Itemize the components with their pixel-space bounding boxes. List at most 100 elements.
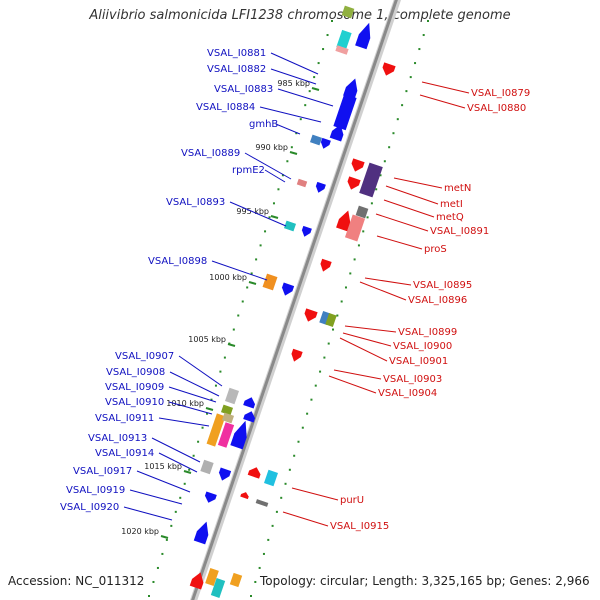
gene-arrow-blue	[315, 181, 326, 193]
gene-label-right: VSAL_I0896	[408, 295, 467, 306]
left-track-dot	[322, 48, 325, 51]
left-track-dot	[250, 272, 253, 275]
gene-label-left: rpmE2	[232, 165, 265, 176]
gene-arrow-blue	[243, 397, 256, 409]
left-track-dot	[304, 104, 307, 107]
left-track-dot	[188, 468, 191, 471]
left-track-dot	[161, 552, 164, 555]
kbp-tick-label: 1010 kbp	[166, 399, 204, 408]
gene-leader-line	[333, 369, 382, 380]
gene-label-right: VSAL_I0904	[378, 388, 437, 399]
right-track-dot	[340, 300, 343, 303]
right-track-dot	[375, 188, 378, 191]
gene-block-olive	[220, 404, 234, 416]
gene-block-gray	[255, 499, 269, 507]
gene-leader-line	[229, 201, 287, 227]
right-track-dot	[418, 48, 421, 51]
gene-label-left: gmhB	[249, 119, 278, 130]
gene-label-right: VSAL_I0915	[330, 521, 389, 532]
map-title: Aliivibrio salmonicida LFI1238 chromosom…	[89, 8, 511, 23]
accession-text: Accession: NC_011312	[8, 574, 145, 588]
right-track-dot	[392, 132, 395, 135]
gene-leader-line	[168, 401, 213, 415]
left-track-dot	[237, 314, 240, 317]
gene-leader-line	[359, 281, 407, 301]
right-track-dot	[293, 454, 296, 457]
right-track-dot	[323, 356, 326, 359]
gene-arrow-red	[247, 467, 261, 479]
right-track-dot	[267, 538, 270, 541]
gene-leader-line	[168, 386, 217, 403]
left-track-dot	[313, 76, 316, 79]
left-track-dot	[272, 202, 275, 205]
gene-block-blue	[333, 93, 357, 131]
right-track-dot	[297, 440, 300, 443]
gene-leader-line	[244, 152, 292, 180]
gene-block-orange	[262, 273, 278, 291]
gene-block-cyan	[210, 578, 226, 598]
gene-leader-line	[385, 185, 439, 205]
gene-arrow-blue	[320, 137, 331, 149]
right-track-dot	[280, 496, 283, 499]
gene-block-cyan	[264, 469, 278, 487]
gene-leader-line	[123, 506, 173, 521]
gene-leader-line	[158, 452, 198, 473]
right-track-dot	[275, 510, 278, 513]
gene-arrow-red	[291, 348, 303, 362]
right-track-dot	[422, 34, 425, 37]
gene-leader-line	[277, 88, 334, 107]
gene-leader-line	[158, 417, 210, 427]
gene-arrow-blue	[329, 124, 344, 142]
kbp-tick-label: 1020 kbp	[121, 527, 159, 536]
gene-label-left: VSAL_I0893	[166, 197, 225, 208]
left-track-dot	[174, 510, 177, 513]
gene-arrow-red	[320, 258, 332, 272]
left-track-dot	[264, 230, 267, 233]
gene-label-right: metI	[440, 199, 463, 210]
right-track-dot	[319, 370, 322, 373]
gene-label-right: VSAL_I0901	[389, 356, 448, 367]
gene-block-cyan	[336, 29, 352, 51]
right-track-dot	[427, 20, 429, 22]
right-track-dot	[310, 398, 313, 401]
gene-leader-line	[275, 123, 301, 135]
gene-leader-line	[151, 437, 201, 463]
gene-label-left: VSAL_I0914	[95, 448, 154, 459]
backbone-line	[191, 0, 398, 600]
left-track-dot	[290, 146, 293, 149]
kbp-tick-mark	[183, 470, 192, 474]
right-track-dot	[344, 286, 347, 289]
kbp-tick-label: 1000 kbp	[209, 273, 247, 282]
kbp-tick-mark	[270, 215, 279, 219]
right-track-dot	[284, 482, 287, 485]
gene-leader-line	[211, 260, 268, 281]
gene-block-olive	[341, 5, 355, 19]
right-track-dot	[414, 62, 417, 65]
gene-arrow-blue	[355, 22, 371, 50]
gene-leader-line	[421, 81, 470, 94]
gene-label-left: VSAL_I0909	[105, 382, 164, 393]
right-track-dot	[332, 328, 335, 331]
gene-block-pink	[344, 214, 366, 242]
genome-summary-text: Topology: circular; Length: 3,325,165 bp…	[260, 574, 590, 588]
left-track-dot	[210, 398, 213, 401]
right-track-dot	[396, 118, 399, 121]
gene-block-steel	[309, 134, 323, 146]
left-track-dot	[268, 216, 271, 219]
gene-label-right: VSAL_I0903	[383, 374, 442, 385]
gene-leader-line	[339, 337, 388, 362]
gene-block-olive	[325, 313, 337, 327]
gene-leader-line	[136, 470, 191, 493]
gene-label-left: VSAL_I0911	[95, 413, 154, 424]
gene-arrow-red	[240, 492, 249, 500]
left-track-dot	[232, 328, 235, 331]
gene-block-magenta	[217, 422, 235, 448]
gene-label-left: VSAL_I0898	[148, 256, 207, 267]
right-track-dot	[306, 412, 309, 415]
gene-label-left: VSAL_I0913	[88, 433, 147, 444]
right-track-dot	[401, 104, 404, 107]
left-track-dot	[214, 384, 217, 387]
gene-label-left: VSAL_I0917	[73, 466, 132, 477]
gene-arrow-blue	[204, 491, 217, 503]
gene-label-left: VSAL_I0889	[181, 148, 240, 159]
